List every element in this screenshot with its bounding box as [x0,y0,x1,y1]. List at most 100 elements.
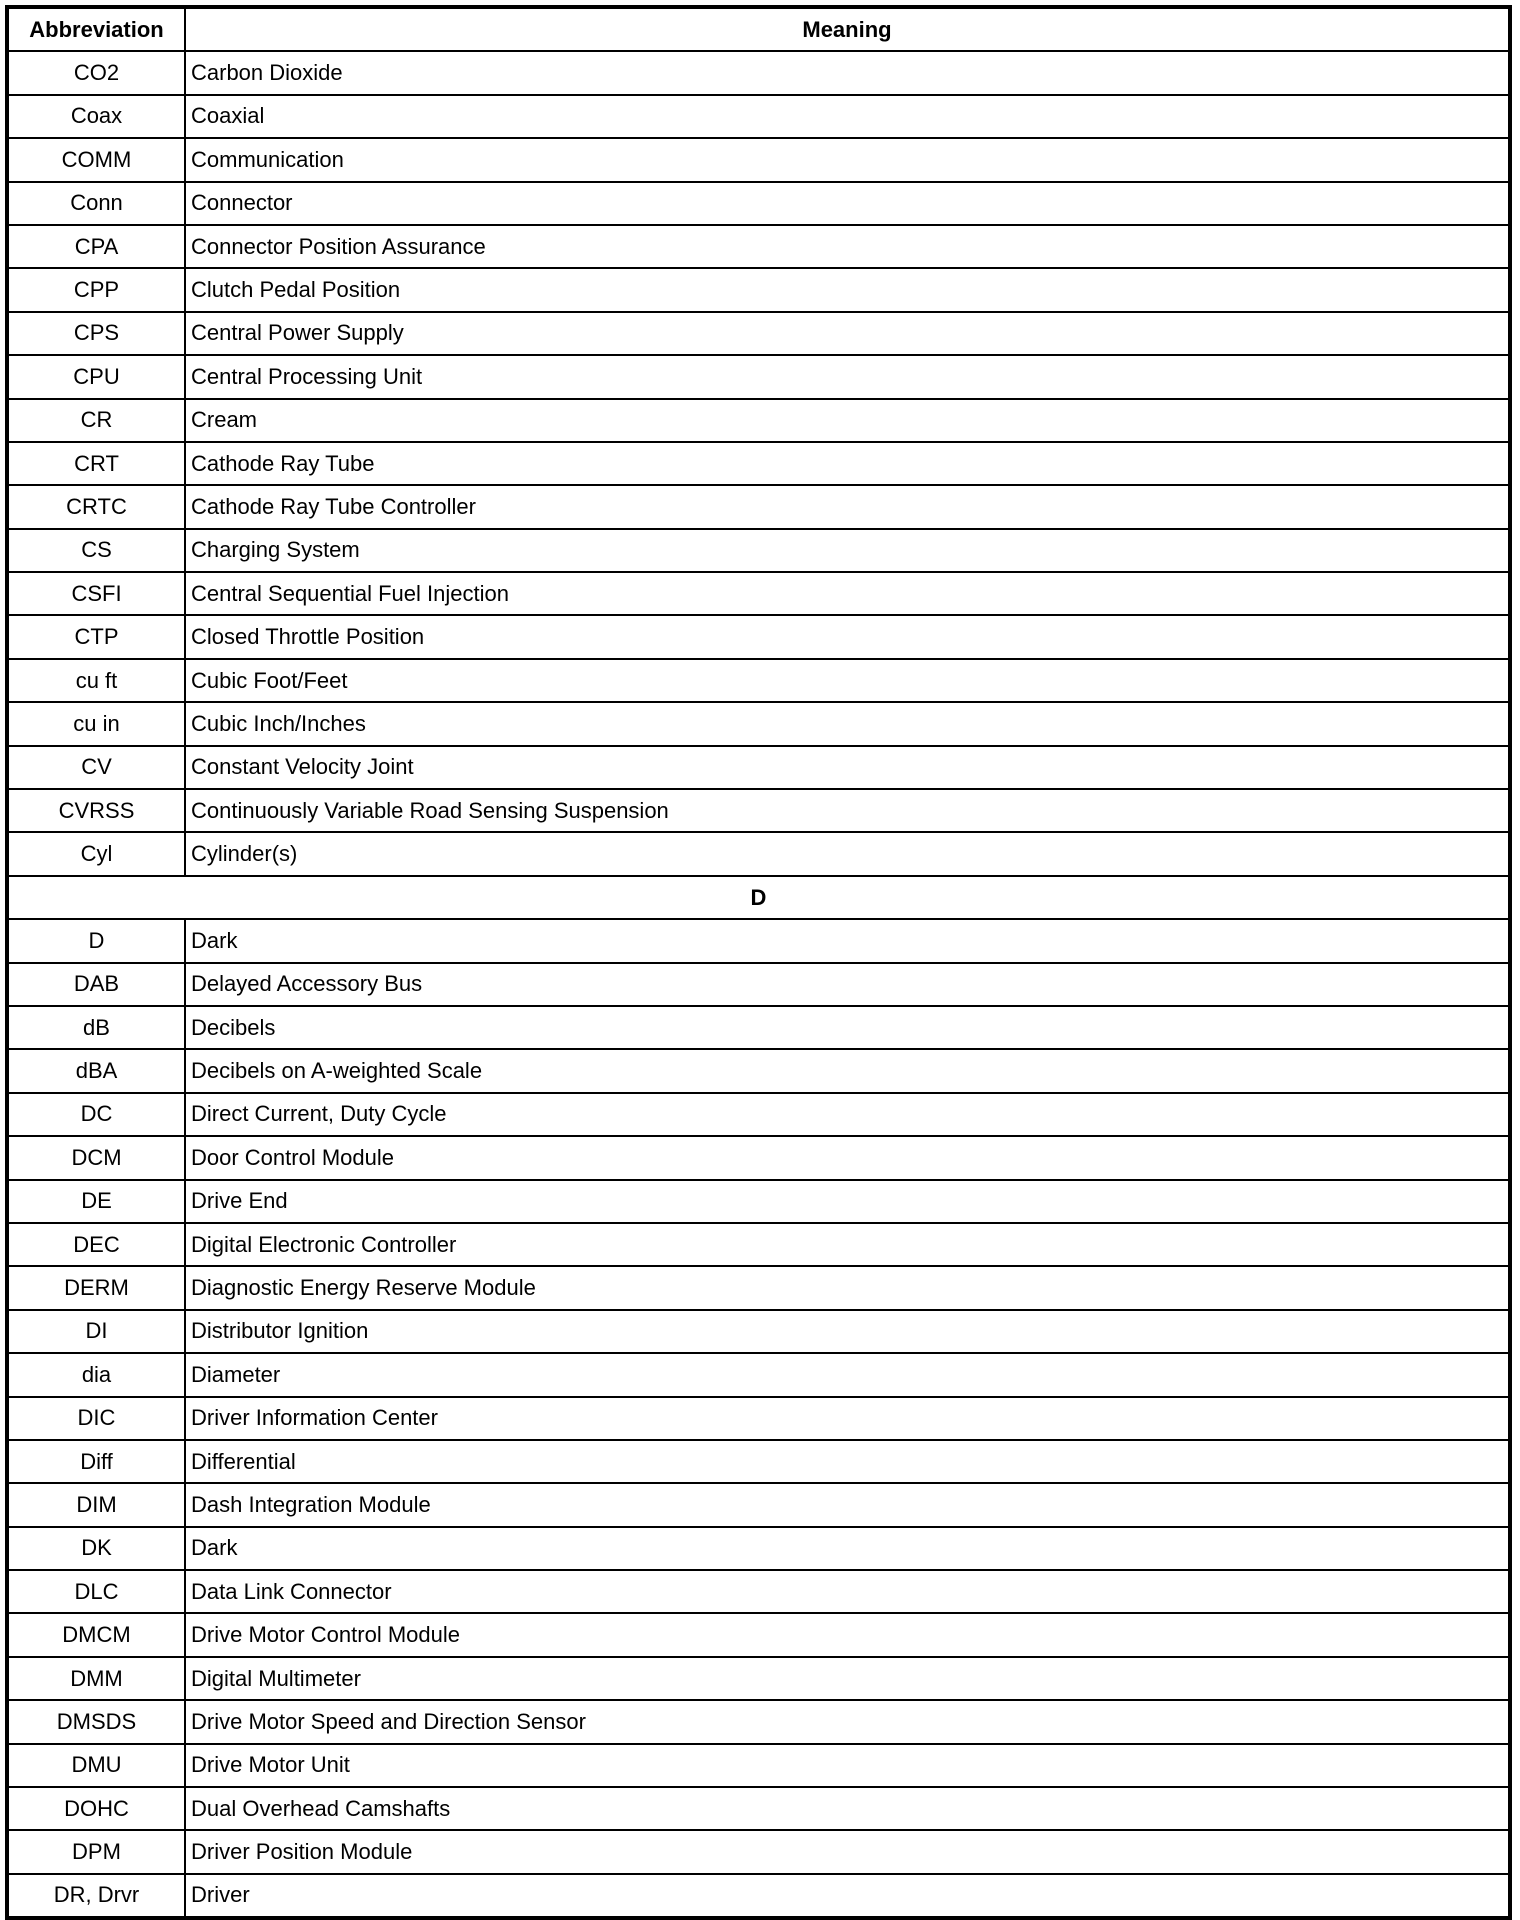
abbreviation-cell: CPA [6,223,186,270]
table-row: dB Decibels [6,1004,1511,1051]
abbreviation-cell: DI [6,1308,186,1355]
meaning-cell: Charging System [184,527,1511,574]
meaning-cell: Driver Information Center [184,1395,1511,1441]
abbreviation-cell: DMU [6,1742,186,1789]
meaning-cell: Data Link Connector [184,1569,1511,1615]
header-row: Abbreviation Meaning [6,5,1511,53]
meaning-cell: Coaxial [184,93,1511,140]
meaning-cell: Decibels [184,1004,1511,1051]
table-row: CPU Central Processing Unit [6,354,1511,400]
abbreviations-table: Abbreviation Meaning CO2 Carbon Dioxide Co… [5,5,1512,1920]
abbreviation-cell: CS [6,527,186,574]
table-row: CR Cream [6,397,1511,443]
abbreviation-cell: DEC [6,1221,186,1268]
table-row: Cyl Cylinder(s) [6,831,1511,877]
section-row: D [6,874,1511,921]
meaning-cell: Cubic Foot/Feet [184,657,1511,704]
meaning-cell: Digital Electronic Controller [184,1221,1511,1268]
meaning-cell: Dark [184,918,1511,964]
table-row: DC Direct Current, Duty Cycle [6,1091,1511,1138]
table-row: CS Charging System [6,527,1511,574]
meaning-cell: Drive Motor Speed and Direction Sensor [184,1699,1511,1745]
abbreviation-cell: DMM [6,1655,186,1702]
meaning-cell: Door Control Module [184,1135,1511,1181]
table-row: DMSDS Drive Motor Speed and Direction Sen… [6,1699,1511,1745]
meaning-cell: Drive Motor Unit [184,1742,1511,1789]
table-row: D Dark [6,918,1511,964]
table-row: DR, Drvr Driver [6,1872,1511,1920]
table-row: DERM Diagnostic Energy Reserve Module [6,1265,1511,1311]
abbreviation-cell: dBA [6,1048,186,1094]
abbreviation-cell: Cyl [6,831,186,877]
table-row: CTP Closed Throttle Position [6,614,1511,660]
meaning-cell: Drive End [184,1178,1511,1224]
table-row: dBA Decibels on A-weighted Scale [6,1048,1511,1094]
table-row: Conn Connector [6,180,1511,226]
meaning-cell: Continuously Variable Road Sensing Suspe… [184,788,1511,834]
table-row: DIC Driver Information Center [6,1395,1511,1441]
meaning-cell: Cubic Inch/Inches [184,701,1511,747]
table-row: DLC Data Link Connector [6,1569,1511,1615]
abbreviation-cell: DK [6,1525,186,1572]
table-row: DAB Delayed Accessory Bus [6,961,1511,1007]
meaning-cell: Carbon Dioxide [184,50,1511,96]
abbreviation-cell: Diff [6,1438,186,1485]
table-row: DMCM Drive Motor Control Module [6,1612,1511,1658]
abbreviation-cell: COMM [6,137,186,183]
abbreviation-cell: DOHC [6,1786,186,1832]
meaning-cell: Decibels on A-weighted Scale [184,1048,1511,1094]
abbreviation-cell: dB [6,1004,186,1051]
abbreviation-cell: CRTC [6,484,186,530]
abbreviation-cell: DPM [6,1829,186,1875]
meaning-cell: Connector Position Assurance [184,223,1511,270]
column-header-abbreviation: Abbreviation [6,5,186,53]
abbreviation-cell: Conn [6,180,186,226]
meaning-cell: Central Power Supply [184,310,1511,357]
meaning-cell: Drive Motor Control Module [184,1612,1511,1658]
table-row: Diff Differential [6,1438,1511,1485]
table-row: COMM Communication [6,137,1511,183]
abbreviation-cell: DIC [6,1395,186,1441]
table-row: CPP Clutch Pedal Position [6,267,1511,313]
table-row: DI Distributor Ignition [6,1308,1511,1355]
meaning-cell: Connector [184,180,1511,226]
abbreviation-cell: cu ft [6,657,186,704]
table-row: CSFI Central Sequential Fuel Injection [6,571,1511,617]
meaning-cell: Cathode Ray Tube Controller [184,484,1511,530]
abbreviation-cell: CPS [6,310,186,357]
table-row: Coax Coaxial [6,93,1511,140]
table-row: cu in Cubic Inch/Inches [6,701,1511,747]
abbreviation-cell: DAB [6,961,186,1007]
abbreviation-cell: DERM [6,1265,186,1311]
meaning-cell: Central Sequential Fuel Injection [184,571,1511,617]
meaning-cell: Central Processing Unit [184,354,1511,400]
table-row: DK Dark [6,1525,1511,1572]
table-row: CVRSS Continuously Variable Road Sensing … [6,788,1511,834]
abbreviation-cell: CTP [6,614,186,660]
table-row: CV Constant Velocity Joint [6,744,1511,791]
abbreviation-cell: DMCM [6,1612,186,1658]
abbreviation-cell: CVRSS [6,788,186,834]
table-row: DOHC Dual Overhead Camshafts [6,1786,1511,1832]
meaning-cell: Dash Integration Module [184,1482,1511,1528]
table-row: DCM Door Control Module [6,1135,1511,1181]
abbreviation-cell: CSFI [6,571,186,617]
abbreviation-cell: CPP [6,267,186,313]
abbreviation-cell: CO2 [6,50,186,96]
abbreviation-cell: DCM [6,1135,186,1181]
table-row: CPA Connector Position Assurance [6,223,1511,270]
table-row: CO2 Carbon Dioxide [6,50,1511,96]
meaning-cell: Digital Multimeter [184,1655,1511,1702]
meaning-cell: Cream [184,397,1511,443]
table-row: DIM Dash Integration Module [6,1482,1511,1528]
meaning-cell: Diagnostic Energy Reserve Module [184,1265,1511,1311]
table-row: DE Drive End [6,1178,1511,1224]
meaning-cell: Cylinder(s) [184,831,1511,877]
meaning-cell: Dark [184,1525,1511,1572]
abbreviation-cell: DIM [6,1482,186,1528]
abbreviation-cell: DC [6,1091,186,1138]
abbreviation-cell: cu in [6,701,186,747]
meaning-cell: Dual Overhead Camshafts [184,1786,1511,1832]
abbreviation-cell: Coax [6,93,186,140]
meaning-cell: Driver Position Module [184,1829,1511,1875]
